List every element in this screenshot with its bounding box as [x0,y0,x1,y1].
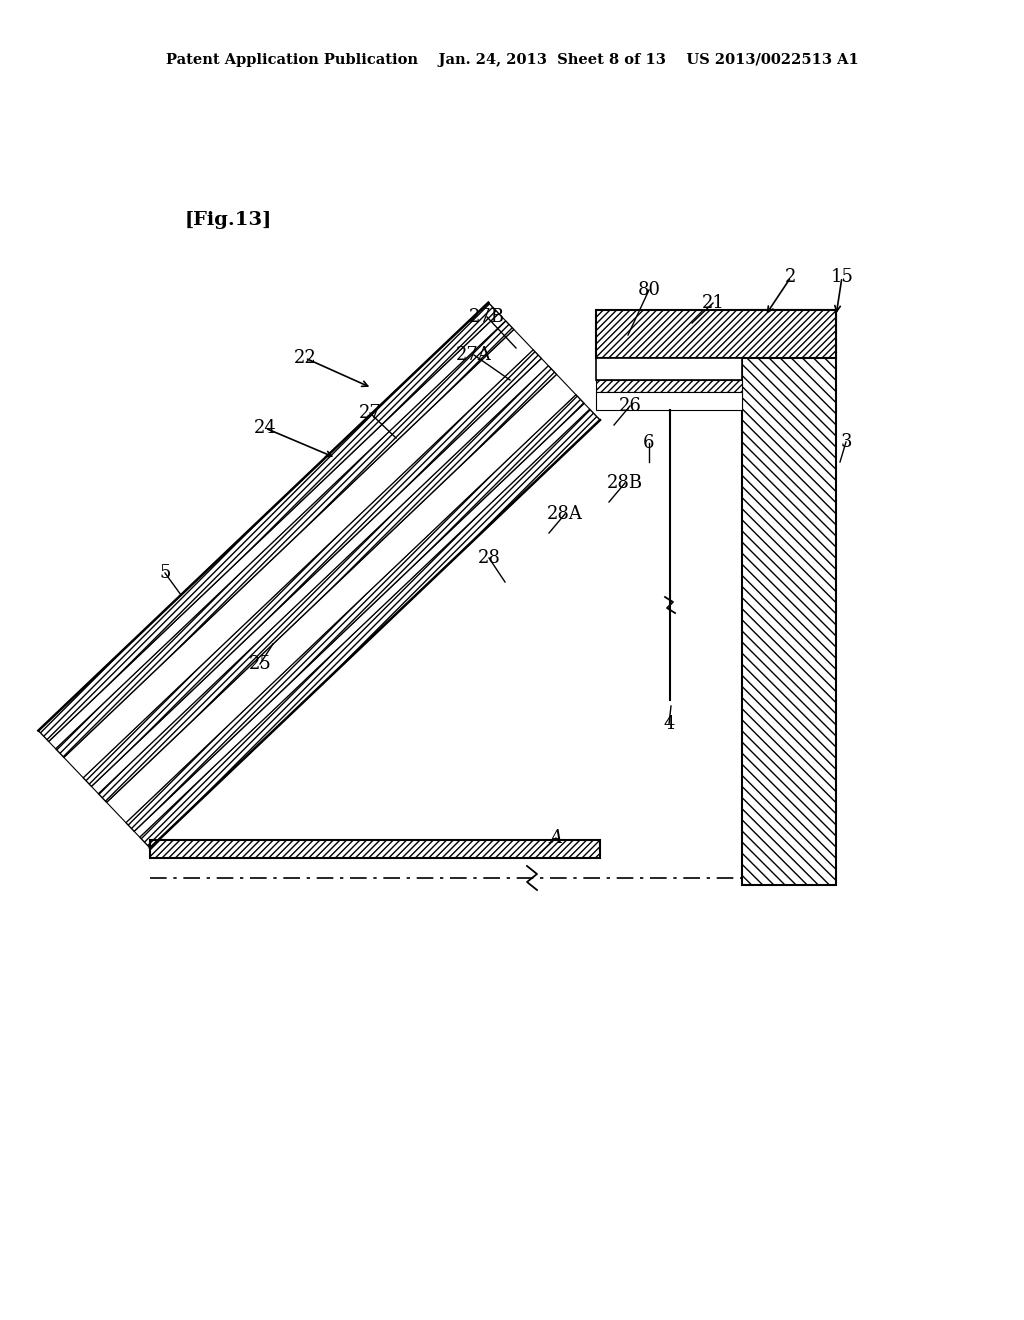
Text: 26: 26 [618,397,641,414]
Text: A: A [550,829,562,847]
Polygon shape [139,409,600,847]
Polygon shape [38,302,499,742]
Polygon shape [91,359,548,793]
Polygon shape [596,310,836,358]
Text: 6: 6 [643,434,654,451]
Polygon shape [49,313,506,748]
Text: 25: 25 [249,655,271,673]
Polygon shape [55,321,514,758]
Text: [Fig.13]: [Fig.13] [185,211,272,228]
Polygon shape [63,330,534,777]
Polygon shape [134,404,590,837]
Text: Patent Application Publication    Jan. 24, 2013  Sheet 8 of 13    US 2013/002251: Patent Application Publication Jan. 24, … [166,53,858,67]
Text: 27A: 27A [456,346,492,364]
Polygon shape [150,840,600,858]
Text: 80: 80 [638,281,660,300]
Text: 22: 22 [294,348,316,367]
Text: 28A: 28A [547,506,583,523]
Polygon shape [596,358,742,380]
Polygon shape [126,395,584,832]
Text: 28B: 28B [607,474,643,492]
Text: 3: 3 [841,433,852,451]
Polygon shape [106,375,575,822]
Polygon shape [83,350,542,787]
Polygon shape [742,310,836,884]
Polygon shape [596,380,742,392]
Text: 27: 27 [358,404,381,422]
Text: 28: 28 [477,549,501,568]
Text: 27B: 27B [469,308,505,326]
Polygon shape [596,392,742,411]
Text: 15: 15 [830,268,853,286]
Text: 4: 4 [664,715,675,733]
Polygon shape [98,366,557,803]
Text: 5: 5 [160,564,171,582]
Text: 21: 21 [701,294,724,312]
Text: 2: 2 [785,268,797,286]
Text: 24: 24 [254,418,276,437]
